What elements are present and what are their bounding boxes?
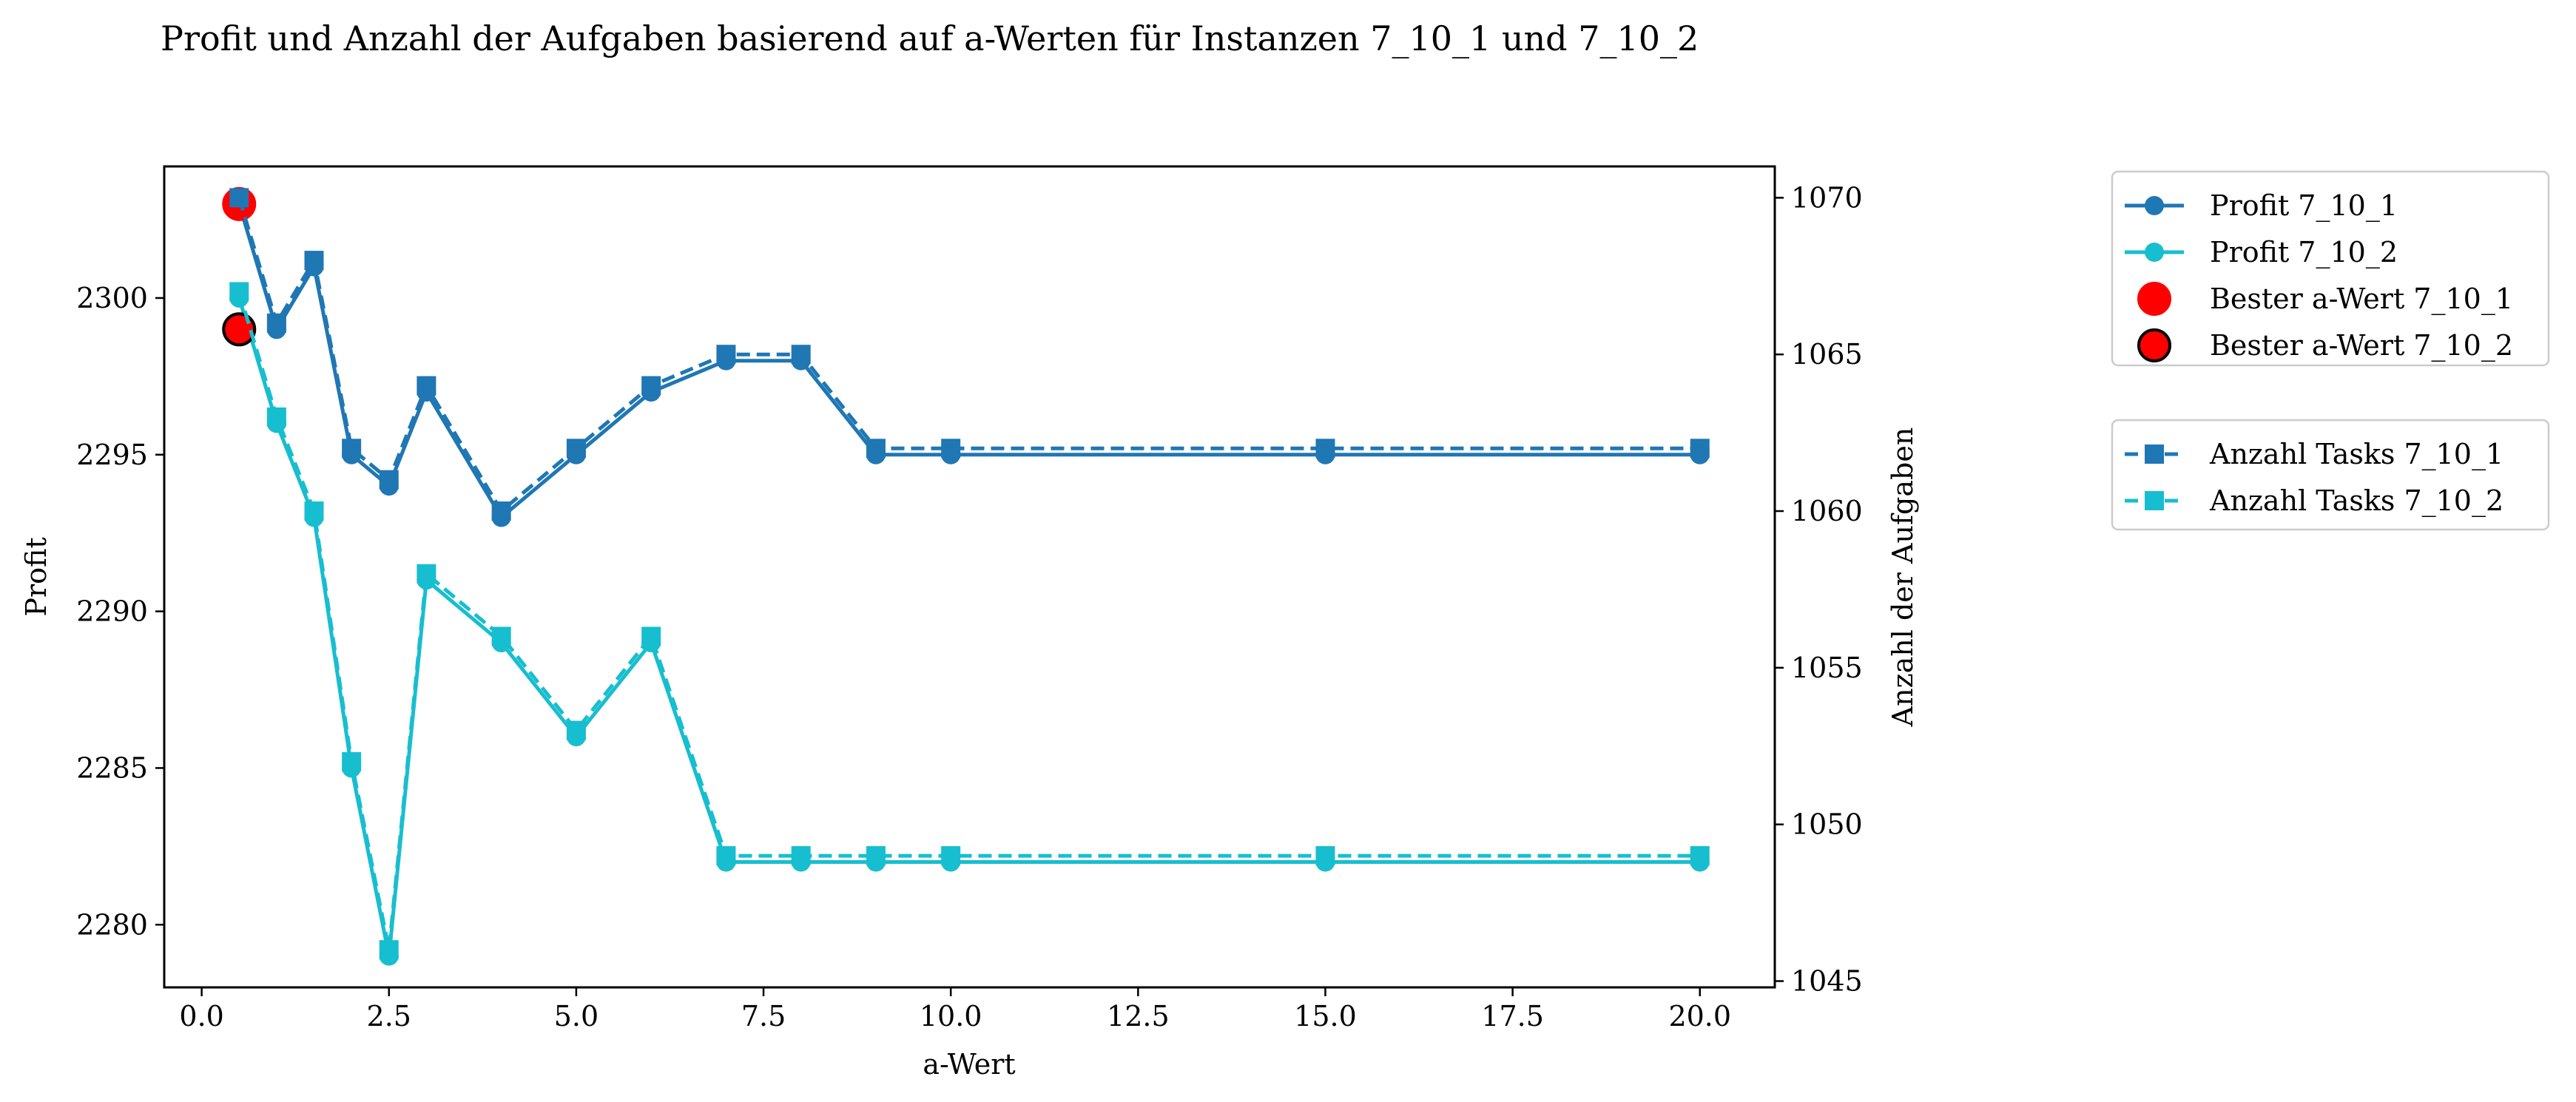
- point-anzahl-tasks-7-10-2: [491, 626, 511, 646]
- x-tick-label: 20.0: [1668, 1000, 1731, 1032]
- x-tick-label: 15.0: [1294, 1000, 1357, 1032]
- y-left-tick-label: 2280: [76, 908, 148, 941]
- legend-label: Profit 7_10_1: [2210, 189, 2398, 223]
- x-tick-label: 2.5: [367, 1000, 411, 1032]
- point-anzahl-tasks-7-10-2: [342, 751, 362, 771]
- point-anzahl-tasks-7-10-1: [266, 313, 286, 333]
- x-tick-label: 0.0: [179, 1000, 223, 1032]
- x-tick-label: 5.0: [554, 1000, 599, 1032]
- point-anzahl-tasks-7-10-2: [716, 846, 736, 866]
- point-anzahl-tasks-7-10-1: [1315, 439, 1335, 459]
- point-anzahl-tasks-7-10-2: [1315, 846, 1335, 866]
- legend-handle-marker: [2145, 196, 2164, 215]
- legends: Profit 7_10_1 Profit 7_10_2 Bester a-Wert …: [2111, 170, 2550, 531]
- legend-box: [2111, 419, 2550, 531]
- point-anzahl-tasks-7-10-1: [716, 345, 736, 365]
- y-right-tick-label: 1065: [1791, 338, 1863, 371]
- y-left-tick-label: 2295: [76, 439, 148, 471]
- point-anzahl-tasks-7-10-2: [1690, 846, 1710, 866]
- point-anzahl-tasks-7-10-2: [304, 501, 324, 521]
- plot-frame: [163, 165, 1776, 989]
- point-anzahl-tasks-7-10-1: [379, 470, 399, 490]
- y-right-tick-label: 1070: [1791, 181, 1863, 214]
- point-anzahl-tasks-7-10-1: [491, 501, 511, 521]
- legend-label: Anzahl Tasks 7_10_1: [2209, 438, 2503, 471]
- y-right-tick-label: 1050: [1791, 808, 1863, 841]
- chart-title: Profit und Anzahl der Aufgaben basierend…: [161, 18, 1699, 58]
- point-anzahl-tasks-7-10-1: [1690, 439, 1710, 459]
- x-axis-label: a-Wert: [923, 1048, 1015, 1081]
- point-anzahl-tasks-7-10-1: [941, 439, 961, 459]
- x-tick-label: 12.5: [1107, 1000, 1170, 1032]
- point-anzahl-tasks-7-10-2: [266, 407, 286, 427]
- x-tick-label: 10.0: [920, 1000, 982, 1032]
- series-line-profit-7-10-1: [237, 203, 1700, 519]
- y-left-tick-label: 2285: [76, 751, 148, 784]
- y-axis-left-label: Profit: [20, 537, 53, 616]
- legend-box: [2111, 170, 2550, 367]
- point-anzahl-tasks-7-10-1: [229, 188, 249, 208]
- best-point-bester-a-wert-7-10-2: [222, 312, 257, 347]
- point-anzahl-tasks-7-10-1: [866, 439, 886, 459]
- legend-handle-marker: [2145, 491, 2164, 510]
- y-right-tick-label: 1055: [1791, 652, 1863, 684]
- point-anzahl-tasks-7-10-2: [566, 720, 586, 740]
- legend-label: Bester a-Wert 7_10_1: [2210, 283, 2513, 316]
- point-anzahl-tasks-7-10-1: [566, 439, 586, 459]
- point-anzahl-tasks-7-10-2: [417, 564, 436, 584]
- legend-label: Bester a-Wert 7_10_2: [2210, 329, 2513, 362]
- legend-handle-marker: [2137, 328, 2171, 362]
- y-left-tick-label: 2300: [76, 282, 148, 314]
- point-anzahl-tasks-7-10-1: [641, 376, 661, 396]
- plot-area: [222, 186, 1710, 966]
- y-axis-right: 1045 1050 1055 1060 1065 1070: [1775, 181, 1863, 998]
- legend-label: Anzahl Tasks 7_10_2: [2209, 484, 2503, 518]
- point-anzahl-tasks-7-10-1: [304, 251, 324, 271]
- y-left-tick-label: 2290: [76, 595, 148, 628]
- series-line-anzahl-tasks-7-10-2: [237, 291, 1700, 952]
- legend-label: Profit 7_10_2: [2210, 236, 2398, 269]
- y-axis-left: 2280 2285 2290 2295 2300: [76, 282, 164, 941]
- point-anzahl-tasks-7-10-2: [229, 282, 249, 302]
- legend-handle-marker: [2145, 243, 2164, 262]
- point-anzahl-tasks-7-10-2: [941, 846, 961, 866]
- point-anzahl-tasks-7-10-2: [379, 940, 399, 960]
- legend-handle-marker: [2145, 444, 2164, 464]
- legend-handle-marker: [2137, 282, 2171, 316]
- series-line-anzahl-tasks-7-10-1: [237, 197, 1700, 513]
- point-anzahl-tasks-7-10-2: [791, 846, 811, 866]
- y-right-tick-label: 1045: [1791, 965, 1863, 998]
- y-right-tick-label: 1060: [1791, 495, 1863, 527]
- x-tick-label: 17.5: [1481, 1000, 1544, 1032]
- point-anzahl-tasks-7-10-2: [641, 626, 661, 646]
- x-tick-label: 7.5: [741, 1000, 786, 1032]
- point-anzahl-tasks-7-10-1: [342, 439, 362, 459]
- x-axis: 0.0 2.5 5.0 7.5 10.0 12.5 15.0 17.5 20.0: [179, 987, 1731, 1032]
- y-axis-right-label: Anzahl der Aufgaben: [1887, 427, 1919, 728]
- point-anzahl-tasks-7-10-1: [791, 345, 811, 365]
- point-anzahl-tasks-7-10-2: [866, 846, 886, 866]
- point-anzahl-tasks-7-10-1: [417, 376, 436, 396]
